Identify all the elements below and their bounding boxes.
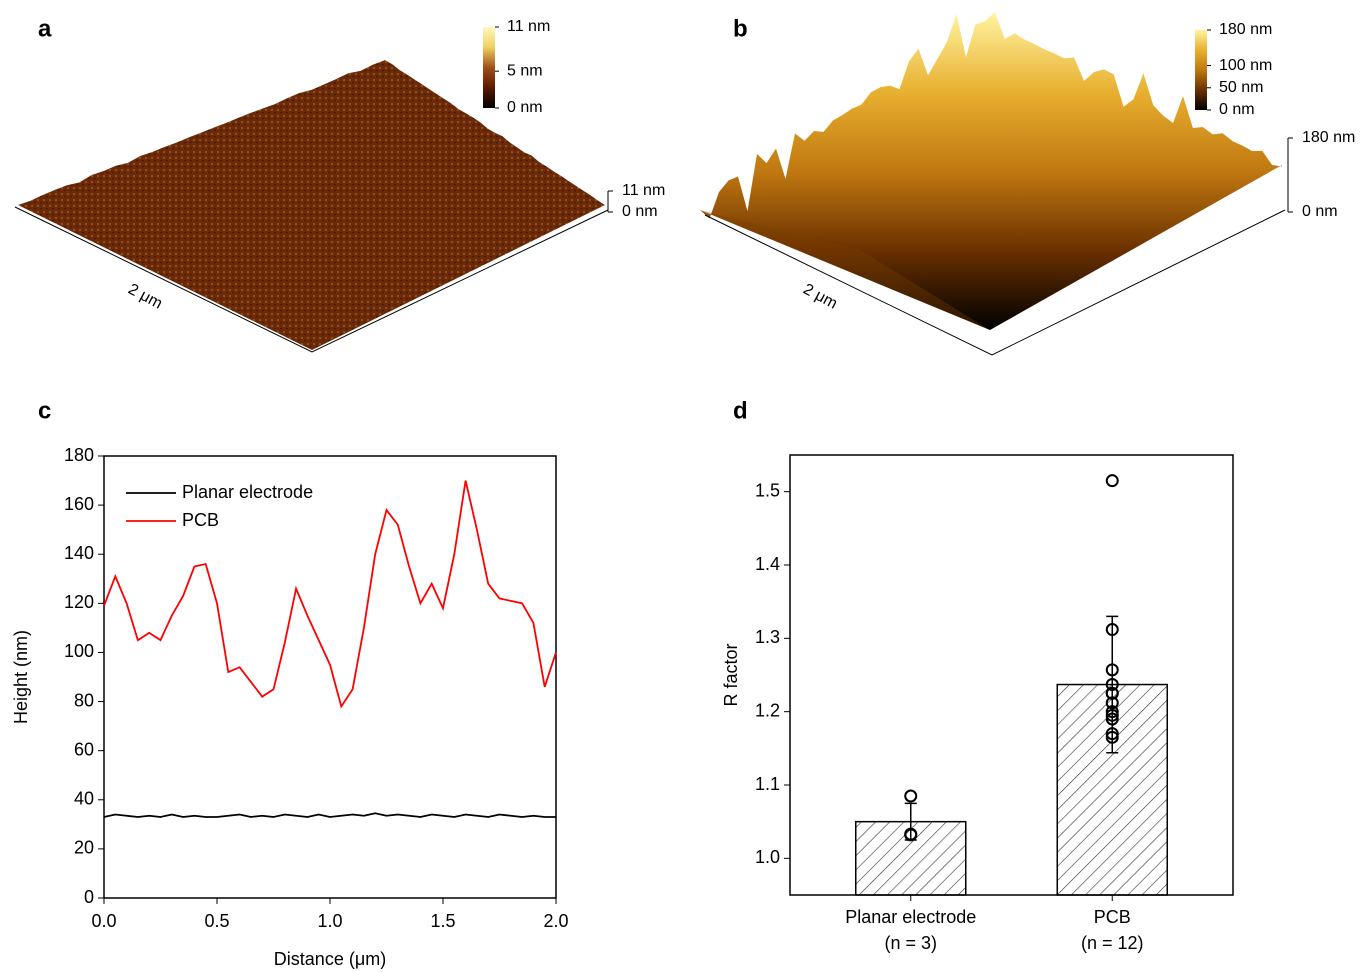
x-tick-note: (n = 12): [1081, 933, 1144, 953]
y-tick-label: 140: [64, 543, 94, 563]
y-tick-label: 1.3: [755, 627, 780, 647]
afm-shade: [700, 210, 990, 330]
afm-surface: [700, 12, 1282, 330]
y-tick-label: 1.4: [755, 554, 780, 574]
y-tick-label: 80: [74, 690, 94, 710]
x-tick-note: (n = 3): [884, 933, 937, 953]
x-tick-label: 0.0: [91, 911, 116, 931]
data-point: [1105, 708, 1119, 722]
data-point: [904, 789, 918, 803]
afm-surface: [18, 60, 605, 351]
data-point: [1105, 712, 1119, 726]
legend-label: Planar electrode: [182, 482, 313, 502]
y-tick-label: 120: [64, 592, 94, 612]
colorbar-label: 180 nm: [1219, 21, 1272, 38]
panel-letter: d: [733, 397, 748, 424]
y-axis-title: R factor: [721, 643, 741, 706]
colorbar-label: 5 nm: [507, 62, 543, 79]
x-axis-title: Distance (μm): [274, 949, 386, 969]
y-axis-title: Height (nm): [11, 630, 31, 724]
x-tick-label: Planar electrode: [845, 907, 976, 927]
data-point: [1105, 727, 1119, 741]
data-point: [1105, 678, 1119, 692]
x-axis-label: 2 μm: [800, 281, 840, 313]
panel-letter: c: [38, 397, 51, 424]
y-tick-label: 1.5: [755, 480, 780, 500]
colorbar-label: 11 nm: [507, 18, 550, 35]
data-point: [904, 828, 918, 842]
x-tick-label: 1.5: [430, 911, 455, 931]
colorbar: [483, 27, 495, 108]
y-tick-label: 0: [84, 887, 94, 907]
data-point: [1105, 696, 1119, 710]
z-tick-label: 180 nm: [1302, 129, 1355, 146]
y-tick-label: 20: [74, 838, 94, 858]
error-bar: [1106, 615, 1119, 754]
y-tick-label: 180: [64, 445, 94, 465]
data-point: [1105, 623, 1119, 637]
z-tick-label: 0 nm: [622, 203, 658, 220]
y-tick-label: 100: [64, 641, 94, 661]
plot-frame: [789, 454, 1234, 896]
z-tick-label: 0 nm: [1302, 203, 1338, 220]
surface-axis: [704, 209, 1286, 356]
data-point: [1105, 705, 1119, 719]
data-point: [1105, 474, 1119, 488]
colorbar-label: 50 nm: [1219, 79, 1263, 96]
data-point: [1105, 686, 1119, 700]
data-line: [103, 812, 556, 818]
x-tick-label: 0.5: [204, 911, 229, 931]
data-point: [1105, 730, 1119, 744]
y-tick-label: 1.0: [755, 847, 780, 867]
y-tick-label: 1.1: [755, 774, 780, 794]
z-tick-label: 11 nm: [622, 182, 665, 199]
colorbar: [1195, 30, 1207, 110]
x-axis-label: 2 μm: [125, 281, 165, 313]
panel-letter: a: [38, 15, 52, 42]
x-tick-label: 1.0: [317, 911, 342, 931]
data-point: [1105, 663, 1119, 677]
x-tick-label: PCB: [1094, 907, 1131, 927]
panel-letter: b: [733, 15, 748, 42]
x-tick-label: 2.0: [543, 911, 568, 931]
y-tick-label: 1.2: [755, 700, 780, 720]
plot-frame: [103, 455, 557, 899]
data-line: [103, 480, 557, 709]
legend-label: PCB: [182, 510, 219, 530]
y-tick-label: 40: [74, 789, 94, 809]
surface-axis: [14, 206, 609, 353]
colorbar-label: 0 nm: [1219, 101, 1255, 118]
colorbar-label: 100 nm: [1219, 57, 1272, 74]
y-tick-label: 60: [74, 739, 94, 759]
colorbar-label: 0 nm: [507, 99, 543, 116]
y-tick-label: 160: [64, 494, 94, 514]
